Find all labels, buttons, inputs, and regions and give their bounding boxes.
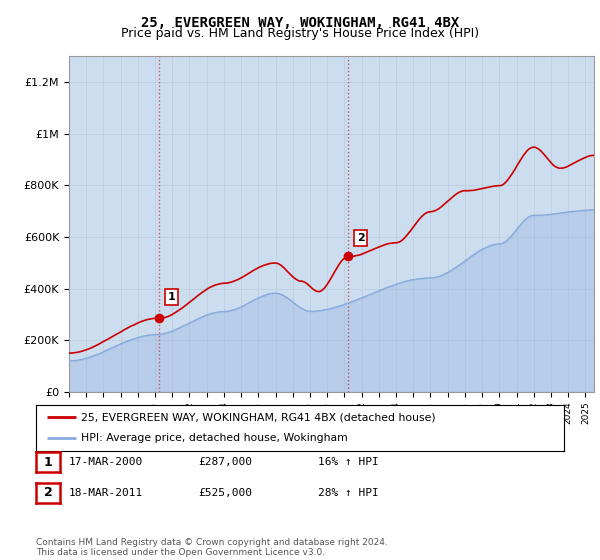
Text: HPI: Average price, detached house, Wokingham: HPI: Average price, detached house, Woki… bbox=[81, 433, 347, 444]
Text: 2: 2 bbox=[356, 233, 364, 243]
Text: 25, EVERGREEN WAY, WOKINGHAM, RG41 4BX (detached house): 25, EVERGREEN WAY, WOKINGHAM, RG41 4BX (… bbox=[81, 412, 436, 422]
Text: 1: 1 bbox=[44, 455, 52, 469]
Text: Contains HM Land Registry data © Crown copyright and database right 2024.
This d: Contains HM Land Registry data © Crown c… bbox=[36, 538, 388, 557]
Text: 18-MAR-2011: 18-MAR-2011 bbox=[69, 488, 143, 498]
Text: 17-MAR-2000: 17-MAR-2000 bbox=[69, 457, 143, 467]
Text: 28% ↑ HPI: 28% ↑ HPI bbox=[318, 488, 379, 498]
Text: 25, EVERGREEN WAY, WOKINGHAM, RG41 4BX: 25, EVERGREEN WAY, WOKINGHAM, RG41 4BX bbox=[141, 16, 459, 30]
Text: 16% ↑ HPI: 16% ↑ HPI bbox=[318, 457, 379, 467]
Text: 1: 1 bbox=[167, 292, 175, 302]
Text: 2: 2 bbox=[44, 486, 52, 500]
Text: Price paid vs. HM Land Registry's House Price Index (HPI): Price paid vs. HM Land Registry's House … bbox=[121, 27, 479, 40]
Text: £525,000: £525,000 bbox=[198, 488, 252, 498]
Text: £287,000: £287,000 bbox=[198, 457, 252, 467]
